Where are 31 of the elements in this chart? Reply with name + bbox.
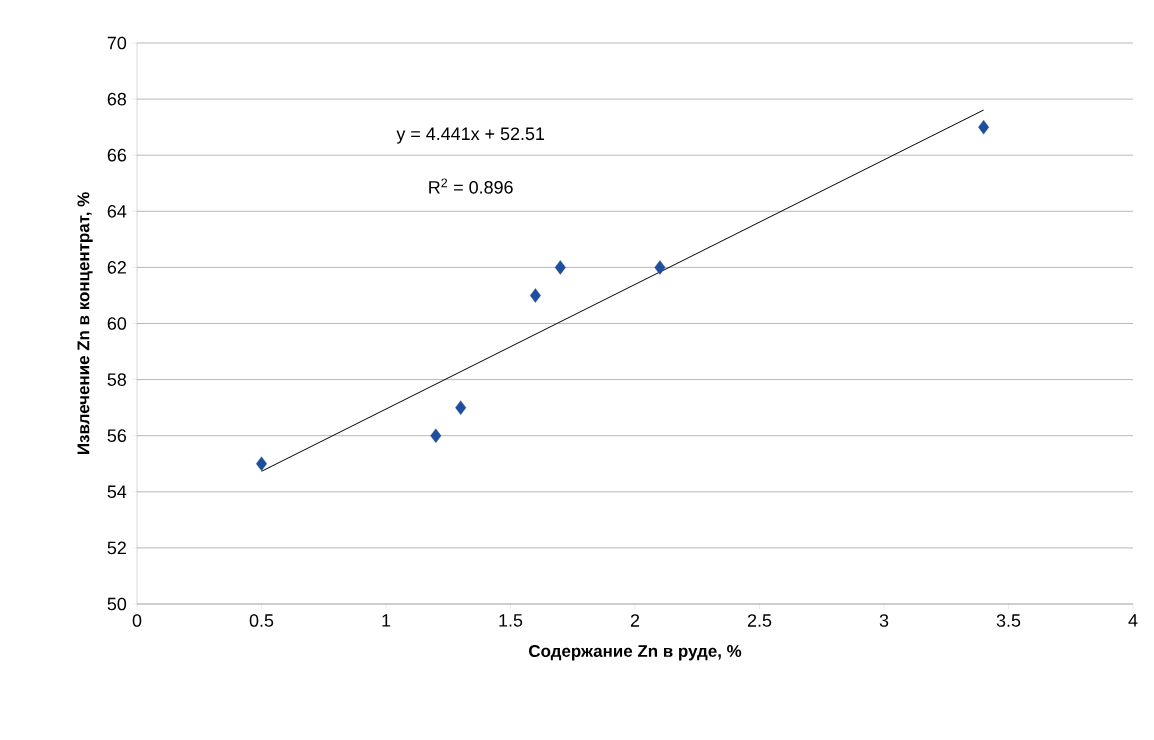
y-tick-label: 68	[107, 92, 127, 106]
x-tick-label: 2.5	[747, 614, 772, 627]
y-tick-label: 70	[107, 36, 127, 50]
y-tick-label: 66	[107, 148, 127, 162]
y-tick-label: 56	[107, 429, 127, 443]
y-tick-label: 58	[107, 373, 127, 386]
point	[430, 428, 442, 443]
x-tick-label: 0.5	[249, 614, 274, 627]
y-tick-label: 64	[107, 204, 127, 218]
point	[654, 260, 666, 275]
y-tick-label: 60	[107, 317, 127, 330]
x-tick-label: 3.5	[996, 614, 1021, 627]
y-tick-label: 50	[107, 597, 127, 611]
point	[529, 288, 541, 303]
y-axis-title: Извлечение Zn в концентрат, %	[77, 192, 93, 455]
x-axis-title: Содержание Zn в руде, %	[529, 645, 742, 661]
x-tick-label: 1.5	[499, 614, 523, 627]
y-tick-label: 62	[107, 261, 126, 274]
x-tick-label: 3	[879, 614, 889, 627]
x-tick-label: 0	[132, 614, 142, 627]
point	[455, 400, 467, 415]
y-tick-label: 54	[107, 485, 127, 499]
point	[256, 456, 267, 471]
annotation: y = 4.441x + 52.51	[396, 127, 545, 144]
annotation: R$^{2}$ = 0.896	[429, 178, 513, 194]
x-tick-label: 2	[630, 614, 640, 627]
point	[978, 119, 990, 135]
y-tick-label: 52	[107, 541, 126, 555]
x-tick-label: 1	[382, 614, 391, 627]
point	[554, 260, 566, 275]
x-tick-label: 4	[1128, 614, 1138, 627]
